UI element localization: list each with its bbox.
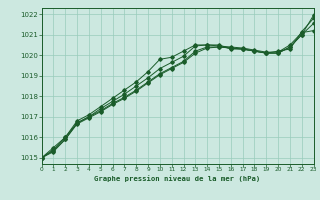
X-axis label: Graphe pression niveau de la mer (hPa): Graphe pression niveau de la mer (hPa) bbox=[94, 175, 261, 182]
